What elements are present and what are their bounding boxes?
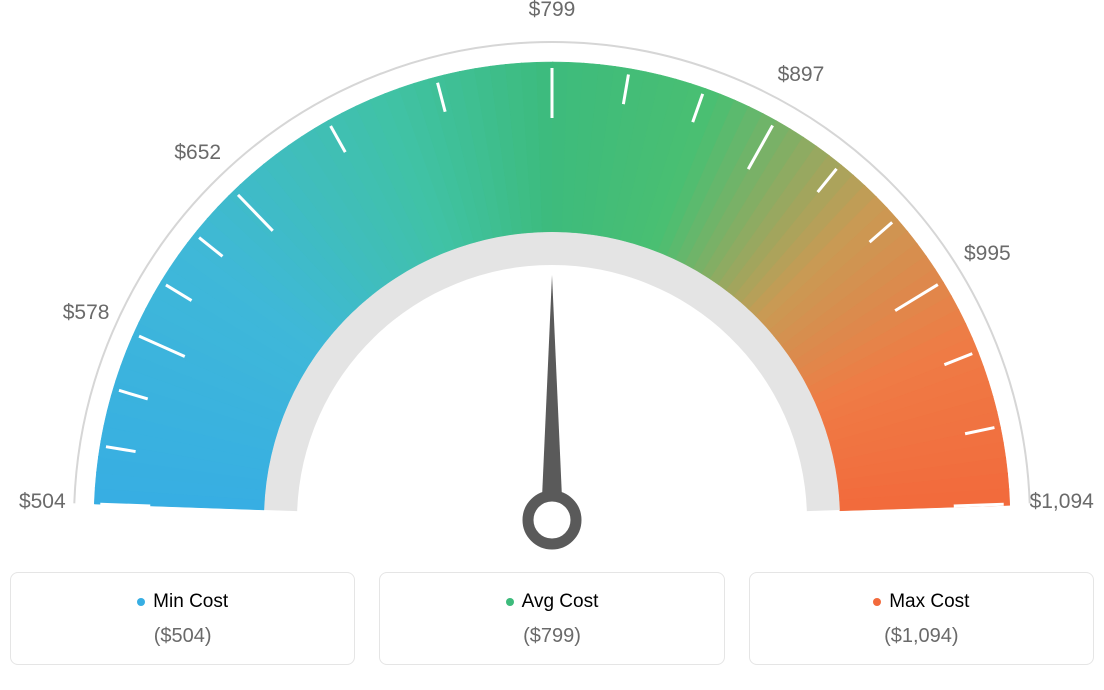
legend-label-avg: Avg Cost: [522, 591, 599, 613]
legend-label-min: Min Cost: [153, 591, 228, 613]
gauge-svg: [10, 10, 1094, 560]
legend-value-avg: ($799): [390, 625, 713, 648]
legend-card-min: Min Cost ($504): [10, 572, 355, 665]
legend-value-min: ($504): [21, 625, 344, 648]
legend-dot-max: [873, 598, 881, 606]
gauge-tick-label: $578: [63, 301, 110, 325]
gauge-area: $504$578$652$799$897$995$1,094: [10, 10, 1094, 560]
legend-dot-avg: [506, 598, 514, 606]
legend-row: Min Cost ($504) Avg Cost ($799) Max Cost…: [10, 572, 1094, 665]
legend-card-avg: Avg Cost ($799): [379, 572, 724, 665]
legend-title-max: Max Cost: [873, 591, 969, 613]
legend-value-max: ($1,094): [760, 625, 1083, 648]
legend-title-min: Min Cost: [137, 591, 228, 613]
gauge-tick-label: $995: [964, 242, 1011, 266]
legend-title-avg: Avg Cost: [506, 591, 599, 613]
legend-dot-min: [137, 598, 145, 606]
gauge-tick-label: $1,094: [1030, 490, 1094, 514]
gauge-tick-label: $652: [174, 141, 221, 165]
cost-gauge-chart: $504$578$652$799$897$995$1,094 Min Cost …: [10, 10, 1094, 665]
gauge-tick-label: $799: [529, 0, 576, 22]
legend-card-max: Max Cost ($1,094): [749, 572, 1094, 665]
gauge-tick-label: $504: [19, 490, 66, 514]
gauge-tick-label: $897: [778, 63, 825, 87]
legend-label-max: Max Cost: [889, 591, 969, 613]
